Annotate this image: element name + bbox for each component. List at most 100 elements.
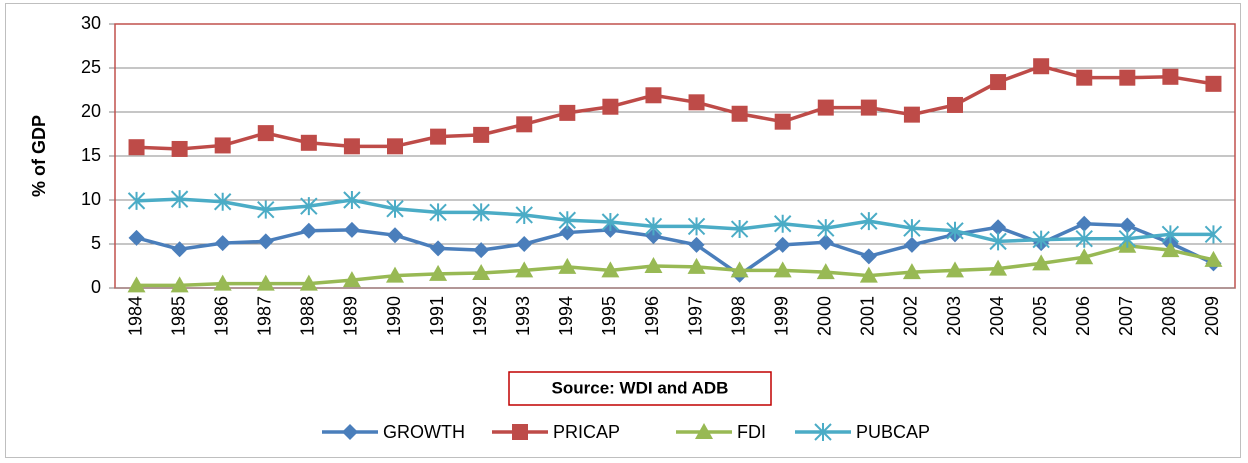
data-point xyxy=(257,125,274,142)
data-point xyxy=(299,274,318,291)
data-point xyxy=(1032,230,1050,249)
x-tick-label: 1988 xyxy=(298,296,318,336)
source-box xyxy=(508,371,772,406)
y-tick-label: 15 xyxy=(81,145,101,165)
y-tick-label: 10 xyxy=(81,189,101,209)
data-point xyxy=(213,274,232,291)
data-point xyxy=(774,113,791,130)
data-point xyxy=(472,203,490,222)
data-point xyxy=(342,271,361,288)
data-point xyxy=(1118,229,1137,248)
data-point xyxy=(601,213,620,231)
data-point xyxy=(128,139,145,156)
data-point xyxy=(473,126,490,143)
data-point xyxy=(816,263,835,280)
y-tick-label: 30 xyxy=(81,13,101,33)
x-tick-label: 1993 xyxy=(513,296,533,336)
data-point xyxy=(300,134,317,151)
data-point xyxy=(559,104,576,121)
x-tick-label: 1998 xyxy=(728,296,748,336)
series-line xyxy=(136,244,1214,288)
data-point xyxy=(687,257,706,274)
x-tick-label: 2008 xyxy=(1159,296,1179,336)
data-point xyxy=(730,261,749,278)
legend-item: FDI xyxy=(676,422,766,442)
x-tick-label: 1984 xyxy=(125,296,145,336)
data-point xyxy=(1033,58,1050,75)
data-point xyxy=(773,261,792,278)
legend-label: FDI xyxy=(737,422,766,442)
data-point xyxy=(859,266,878,283)
data-point xyxy=(1161,241,1180,258)
data-point xyxy=(127,276,146,293)
data-point xyxy=(644,257,663,273)
data-point xyxy=(817,234,834,251)
data-point xyxy=(1204,250,1223,267)
data-point xyxy=(902,263,921,280)
data-point xyxy=(214,235,231,252)
y-axis-label: % of GDP xyxy=(29,115,49,197)
data-point xyxy=(989,259,1008,276)
data-point xyxy=(688,236,705,253)
data-point xyxy=(860,99,877,116)
x-tick-label: 2002 xyxy=(901,296,921,336)
data-point xyxy=(515,261,534,278)
data-point xyxy=(644,217,663,236)
data-point xyxy=(1076,69,1093,86)
series-line xyxy=(136,197,1214,244)
data-point xyxy=(731,105,748,122)
data-point xyxy=(558,257,577,274)
data-point xyxy=(257,233,274,250)
x-tick-label: 1997 xyxy=(685,296,705,336)
data-point xyxy=(946,221,964,240)
data-point xyxy=(257,200,275,219)
x-tick-label: 1991 xyxy=(427,296,447,336)
data-point xyxy=(601,261,620,278)
legend-item: GROWTH xyxy=(322,422,465,442)
data-point xyxy=(516,116,533,133)
data-point xyxy=(430,128,447,145)
x-tick-label: 2007 xyxy=(1116,296,1136,336)
x-tick-label: 2001 xyxy=(858,296,878,336)
data-point xyxy=(903,106,920,123)
data-point xyxy=(773,214,792,233)
legend-label: PRICAP xyxy=(553,422,620,442)
data-point xyxy=(817,99,834,116)
data-point xyxy=(170,190,189,209)
data-point xyxy=(128,229,145,246)
data-point xyxy=(127,191,146,210)
x-tick-label: 1995 xyxy=(599,296,619,336)
data-point xyxy=(429,264,448,281)
data-point xyxy=(473,242,490,259)
data-point xyxy=(300,197,318,216)
legend-label: GROWTH xyxy=(383,422,465,442)
data-point xyxy=(990,74,1007,91)
data-point xyxy=(645,228,662,245)
data-point xyxy=(947,96,963,113)
x-tick-label: 1987 xyxy=(255,296,275,336)
x-tick-label: 1992 xyxy=(470,296,490,336)
data-point xyxy=(1119,217,1136,234)
data-point xyxy=(387,138,403,155)
data-point xyxy=(1205,75,1222,92)
data-point xyxy=(903,219,921,238)
x-tick-label: 1990 xyxy=(384,296,404,336)
x-tick-label: 1985 xyxy=(168,296,188,336)
data-point xyxy=(386,266,404,283)
data-point xyxy=(343,138,360,155)
x-tick-label: 2005 xyxy=(1030,296,1050,336)
data-point xyxy=(989,232,1007,251)
y-tick-label: 0 xyxy=(91,277,101,297)
data-point xyxy=(558,211,577,230)
x-tick-label: 2003 xyxy=(944,296,964,336)
x-tick-label: 2009 xyxy=(1202,296,1222,336)
y-tick-label: 20 xyxy=(81,101,101,121)
data-point xyxy=(516,236,533,252)
data-point xyxy=(170,276,189,293)
legend-item: PRICAP xyxy=(492,422,620,442)
legend-marker xyxy=(342,424,358,440)
data-point xyxy=(171,241,188,258)
data-point xyxy=(1204,225,1223,244)
data-point xyxy=(343,191,361,209)
x-tick-label: 1986 xyxy=(211,296,231,336)
